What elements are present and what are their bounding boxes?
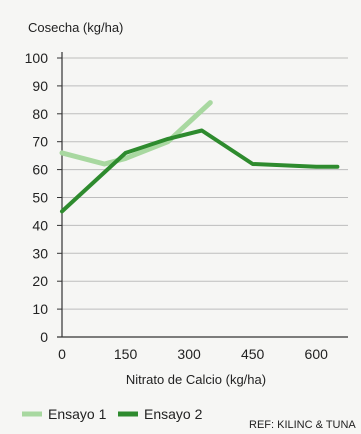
series-line-2 <box>60 128 340 214</box>
x-axis-title: Nitrato de Calcio (kg/ha) <box>126 372 266 387</box>
x-tick-label: 0 <box>58 346 66 362</box>
series-layer <box>59 100 340 214</box>
y-tick-label: 100 <box>25 50 49 66</box>
y-tick-label: 90 <box>32 78 48 94</box>
y-tick-label: 80 <box>32 106 48 122</box>
y-tick-label: 10 <box>32 301 48 317</box>
y-tick-label: 30 <box>32 245 48 261</box>
legend-label-1: Ensayo 1 <box>48 406 107 422</box>
series-line-1 <box>59 100 213 167</box>
x-tick-label: 450 <box>241 346 265 362</box>
y-axis-title: Cosecha (kg/ha) <box>28 20 123 35</box>
y-tick-label: 0 <box>40 329 48 345</box>
legend-label-2: Ensayo 2 <box>144 406 203 422</box>
x-tick-label: 150 <box>114 346 138 362</box>
x-tick-label: 300 <box>177 346 201 362</box>
grid-layer <box>62 57 348 310</box>
y-tick-label: 50 <box>32 190 48 206</box>
y-tick-label: 70 <box>32 134 48 150</box>
y-tick-label: 20 <box>32 273 48 289</box>
source-note: REF: KILINC & TUNA <box>249 419 356 431</box>
y-tick-label: 40 <box>32 217 48 233</box>
legend: Ensayo 1 Ensayo 2 <box>22 406 203 422</box>
x-tick-label: 600 <box>305 346 329 362</box>
y-tick-label: 60 <box>32 162 48 178</box>
axis-layer: 0 10 20 30 40 50 60 70 80 90 100 0 150 300 450 600 <box>25 50 348 362</box>
